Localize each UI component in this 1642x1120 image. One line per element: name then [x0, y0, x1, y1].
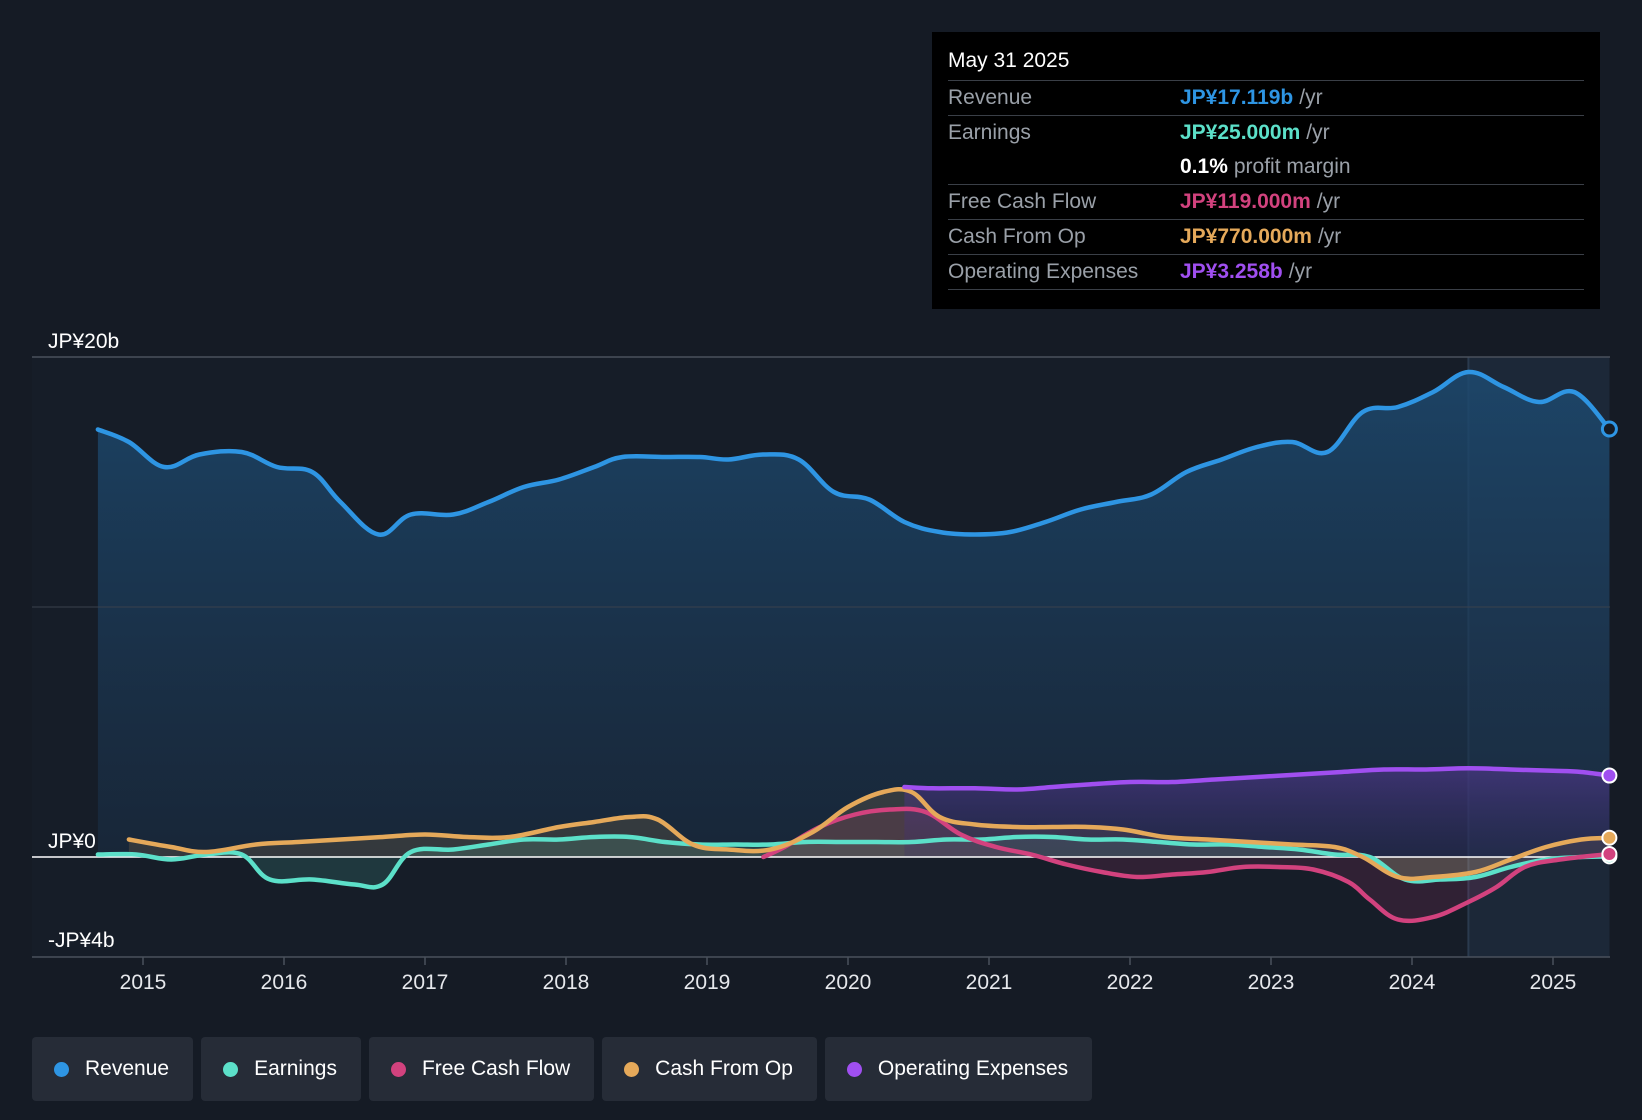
tooltip-row-label	[948, 150, 1180, 184]
y-axis-label: -JP¥4b	[48, 929, 115, 952]
tooltip-row-value: JP¥17.119b	[1180, 86, 1294, 109]
legend-item-operating-expenses[interactable]: Operating Expenses	[824, 1037, 1093, 1101]
y-axis-label: JP¥20b	[48, 330, 119, 353]
x-tick-label: 2020	[825, 971, 872, 994]
tooltip-row: Earnings JP¥25.000m/yr	[948, 116, 1584, 150]
x-tick-label: 2015	[120, 971, 167, 994]
x-tick-label: 2016	[261, 971, 308, 994]
legend-item-earnings[interactable]: Earnings	[201, 1037, 361, 1101]
tooltip-row: 0.1% profit margin	[948, 150, 1584, 185]
tooltip-row-value: JP¥119.000m	[1180, 190, 1311, 213]
end-dot-operating-expenses	[1601, 767, 1618, 784]
tooltip-row-value: JP¥770.000m	[1180, 225, 1312, 248]
tooltip-row-label: Cash From Op	[948, 225, 1086, 248]
tooltip-date: May 31 2025	[948, 44, 1584, 81]
legend-dot-icon	[223, 1061, 239, 1077]
x-tick-label: 2025	[1530, 971, 1577, 994]
legend-label: Revenue	[85, 1057, 170, 1080]
tooltip-panel: May 31 2025 Revenue JP¥17.119b/yr Earnings…	[932, 32, 1600, 309]
legend-label: Cash From Op	[655, 1057, 793, 1080]
series-line-free-cash-flow	[761, 806, 1612, 924]
tooltip-row-unit: /yr	[1316, 190, 1341, 213]
legend-item-revenue[interactable]: Revenue	[32, 1037, 194, 1101]
legend-label: Operating Expenses	[877, 1057, 1069, 1080]
series-line-operating-expenses	[902, 766, 1612, 792]
area-operating-expenses	[904, 768, 1610, 857]
end-dot-free-cash-flow	[1601, 846, 1618, 863]
tooltip-row-value: 0.1%	[1180, 155, 1228, 178]
tooltip-row: Free Cash Flow JP¥119.000m/yr	[948, 185, 1584, 220]
legend-item-cash-from-op[interactable]: Cash From Op	[602, 1037, 817, 1101]
legend-dot-icon	[846, 1061, 862, 1077]
x-tick-label: 2017	[402, 971, 449, 994]
x-tick-label: 2018	[543, 971, 590, 994]
tooltip-row-label: Free Cash Flow	[948, 190, 1097, 213]
x-tick-label: 2022	[1107, 971, 1154, 994]
legend: Revenue Earnings Free Cash Flow Cash From O…	[32, 1037, 1100, 1101]
series-line-cash-from-op	[126, 787, 1612, 882]
tooltip-row-value: JP¥3.258b	[1180, 260, 1283, 283]
legend-item-free-cash-flow[interactable]: Free Cash Flow	[368, 1037, 595, 1101]
area-revenue	[97, 371, 1610, 857]
tooltip-row-unit: /yr	[1306, 121, 1330, 144]
x-tick-label: 2019	[684, 971, 731, 994]
tooltip-row-label: Revenue	[948, 86, 1033, 109]
x-tick-label: 2021	[966, 971, 1013, 994]
end-dot-revenue	[1600, 420, 1618, 438]
legend-dot-icon	[54, 1061, 69, 1077]
tooltip-row: Cash From Op JP¥770.000m/yr	[948, 220, 1584, 255]
tooltip-row-unit: /yr	[1317, 225, 1342, 248]
x-tick-label: 2023	[1248, 971, 1295, 994]
tooltip-row-unit: profit margin	[1233, 155, 1351, 178]
tooltip-row-unit: /yr	[1288, 260, 1313, 283]
legend-dot-icon	[390, 1061, 406, 1077]
legend-label: Free Cash Flow	[421, 1057, 571, 1080]
x-tick-label: 2024	[1389, 971, 1436, 994]
series-line-earnings	[95, 834, 1612, 890]
tooltip-row-unit: /yr	[1299, 86, 1323, 109]
tooltip-row-label: Earnings	[948, 121, 1031, 144]
end-dot-cash-from-op	[1601, 829, 1618, 846]
legend-dot-icon	[624, 1061, 640, 1077]
series-line-revenue	[95, 369, 1612, 537]
area-free-cash-flow	[763, 808, 1610, 921]
legend-label: Earnings	[254, 1057, 337, 1080]
tooltip-row-label: Operating Expenses	[948, 260, 1139, 283]
tooltip-row: Operating Expenses JP¥3.258b/yr	[948, 255, 1584, 290]
tooltip-row-value: JP¥25.000m	[1180, 121, 1301, 144]
tooltip-row: Revenue JP¥17.119b/yr	[948, 81, 1584, 116]
y-axis-label: JP¥0	[48, 830, 96, 853]
